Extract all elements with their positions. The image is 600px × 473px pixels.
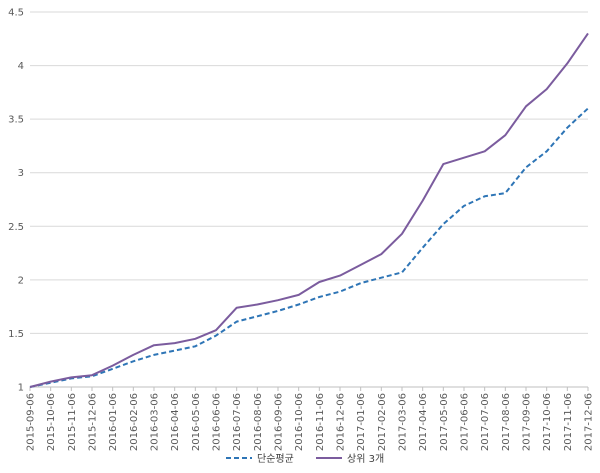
x-tick-label: 2016-09-06 bbox=[274, 393, 285, 451]
x-tick-label: 2017-11-06 bbox=[563, 393, 574, 451]
x-tick-label: 2017-04-06 bbox=[418, 393, 429, 451]
x-tick-label: 2017-03-06 bbox=[398, 393, 409, 451]
x-tick-label: 2017-06-06 bbox=[460, 393, 471, 451]
y-tick-label: 4 bbox=[18, 61, 24, 72]
x-tick-label: 2017-05-06 bbox=[439, 393, 450, 451]
x-tick-label: 2017-12-06 bbox=[584, 393, 595, 451]
x-tick-label: 2016-08-06 bbox=[253, 393, 264, 451]
x-tick-label: 2016-11-06 bbox=[315, 393, 326, 451]
legend-label-2: 상위 3개 bbox=[347, 452, 384, 465]
y-tick-label: 3 bbox=[18, 168, 24, 179]
x-tick-label: 2017-10-06 bbox=[542, 393, 553, 451]
x-tick-label: 2016-07-06 bbox=[232, 393, 243, 451]
x-tick-label: 2016-12-06 bbox=[336, 393, 347, 451]
x-tick-label: 2017-01-06 bbox=[356, 393, 367, 451]
x-tick-label: 2016-02-06 bbox=[129, 393, 140, 451]
x-tick-label: 2016-04-06 bbox=[170, 393, 181, 451]
y-tick-label: 2 bbox=[18, 275, 24, 286]
x-tick-label: 2016-05-06 bbox=[191, 393, 202, 451]
series-line-2 bbox=[29, 32, 589, 388]
y-tick-label: 1.5 bbox=[8, 329, 24, 340]
x-tick-label: 2017-09-06 bbox=[522, 393, 533, 451]
x-tick-label: 2015-12-06 bbox=[88, 393, 99, 451]
legend-label-1: 단순평균 bbox=[257, 453, 294, 465]
x-tick-label: 2017-08-06 bbox=[501, 393, 512, 451]
x-tick-label: 2016-03-06 bbox=[150, 393, 161, 451]
legend: 단순평균 상위 3개 bbox=[226, 452, 384, 465]
x-tick-label: 2017-02-06 bbox=[377, 393, 388, 451]
gridlines bbox=[30, 11, 588, 334]
x-tick-label: 2015-10-06 bbox=[46, 393, 57, 451]
x-tick-label: 2017-07-06 bbox=[480, 393, 491, 451]
series-lines bbox=[29, 32, 589, 388]
x-tick-label: 2015-09-06 bbox=[26, 393, 37, 451]
series-line-1 bbox=[29, 107, 589, 388]
x-tick-label: 2016-06-06 bbox=[212, 393, 223, 451]
x-tick-label: 2016-10-06 bbox=[294, 393, 305, 451]
x-tick-label: 2016-01-06 bbox=[108, 393, 119, 451]
y-tick-label: 4.5 bbox=[8, 8, 24, 19]
y-tick-label: 3.5 bbox=[8, 115, 24, 126]
x-tick-label: 2015-11-06 bbox=[67, 393, 78, 451]
axes: 1 1.5 2 2.5 3 3.5 4 4.5 2015-09-06 2015-10-06 2015… bbox=[8, 8, 594, 452]
y-tick-label: 1 bbox=[18, 383, 24, 394]
y-tick-label: 2.5 bbox=[8, 222, 24, 233]
